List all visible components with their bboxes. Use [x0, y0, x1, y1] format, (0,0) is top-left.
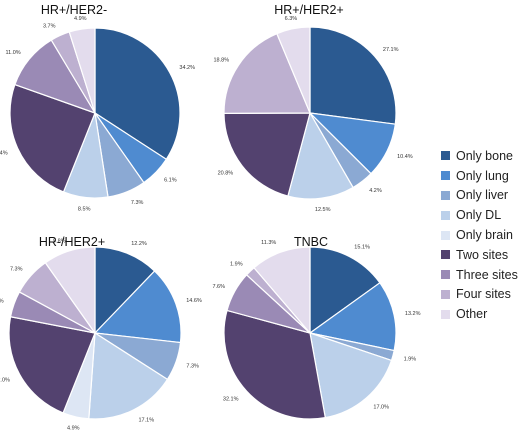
legend-label: Three sites: [456, 267, 518, 282]
legend-item-other: Other: [441, 304, 518, 324]
data-label: 8.5%: [78, 206, 91, 212]
legend-item-two-sites: Two sites: [441, 245, 518, 265]
legend-swatch: [441, 210, 450, 220]
legend-item-three-sites: Three sites: [441, 265, 518, 285]
data-label: 4.9%: [67, 426, 80, 432]
data-label: 12.5%: [315, 207, 331, 213]
data-label: 1.9%: [230, 261, 243, 267]
pie-hr-her2: HR+/HER2+ 27.1% 10.4% 4.2% 12.5% 20.8% 18.8% 6.…: [213, 3, 412, 213]
pie-slice-only-dl: [287, 111, 354, 200]
data-label: 11.0%: [6, 50, 21, 56]
legend-swatch: [441, 190, 450, 200]
legend-item-only-liver: Only liver: [441, 186, 518, 206]
legend-label: Two sites: [456, 247, 509, 262]
pie-slice-other: [253, 246, 311, 335]
pie-slice-only-bone: [309, 246, 381, 335]
data-label: 32.1%: [223, 397, 239, 403]
pie-slice-only-lung: [93, 270, 182, 344]
pie-slice-other: [276, 26, 311, 114]
legend-label: Only liver: [456, 188, 509, 203]
data-label: 6.1%: [164, 178, 177, 184]
pie-tnbc: TNBC 15.1% 13.2% 1.9% 17.0% 32.1% 7.6% 1.9% 11.3…: [212, 235, 421, 420]
legend-item-only-dl: Only DL: [441, 205, 518, 225]
pie-slice-four-sites: [223, 32, 311, 115]
pie-title: TNBC: [294, 235, 328, 249]
data-label: 34.2%: [179, 65, 195, 71]
data-label: 1.9%: [404, 356, 417, 362]
data-label: 4.9%: [0, 298, 4, 304]
legend-swatch: [441, 171, 450, 181]
data-label: 3.7%: [43, 24, 56, 30]
legend-swatch: [441, 270, 450, 280]
pie-hr-her2: HR+/HER2- 34.2% 6.1% 7.3% 8.5% 24.4% 11.0% 3.7%…: [0, 3, 195, 212]
data-label: 24.4%: [0, 151, 8, 157]
pie-title: HR+/HER2+: [274, 3, 343, 17]
legend-label: Other: [456, 307, 488, 322]
pie-slice-only-dl: [309, 332, 393, 419]
data-label: 4.9%: [74, 16, 87, 22]
data-label: 7.6%: [212, 284, 225, 290]
data-label: 17.1%: [139, 418, 155, 424]
legend-swatch: [441, 289, 450, 299]
data-label: 13.2%: [405, 311, 421, 317]
pie-slice-only-lung: [308, 281, 397, 352]
data-label: 7.3%: [10, 267, 23, 273]
pie-hr-her2: HR-/HER2+ 12.2% 14.6% 7.3% 17.1% 4.9% 22.0% 4.9…: [0, 235, 202, 432]
legend-swatch: [441, 250, 450, 260]
data-label: 18.8%: [213, 57, 229, 63]
pie-slice-two-sites: [9, 83, 96, 193]
legend-swatch: [441, 230, 450, 240]
data-label: 7.3%: [131, 200, 144, 206]
legend-item-only-bone: Only bone: [441, 146, 518, 166]
pie-slice-two-sites: [223, 112, 311, 197]
data-label: 11.3%: [261, 240, 276, 246]
pie-title: HR+/HER2-: [41, 3, 107, 17]
data-label: 22.0%: [0, 378, 10, 384]
pie-slice-other: [68, 27, 96, 114]
legend-label: Only bone: [456, 148, 513, 163]
pie-slice-only-bone: [309, 26, 397, 125]
data-label: 7.3%: [186, 363, 199, 369]
data-label: 9.8%: [53, 239, 66, 245]
legend-swatch: [441, 151, 450, 161]
data-label: 17.0%: [373, 404, 389, 410]
data-label: 14.6%: [186, 298, 202, 304]
data-label: 6.3%: [285, 16, 298, 22]
data-label: 27.1%: [383, 47, 399, 53]
data-label: 4.2%: [369, 188, 382, 194]
legend-item-four-sites: Four sites: [441, 285, 518, 305]
pie-title: HR-/HER2+: [39, 235, 105, 249]
data-label: 10.4%: [397, 154, 413, 160]
legend-swatch: [441, 309, 450, 319]
legend-label: Only lung: [456, 168, 509, 183]
legend-label: Four sites: [456, 287, 511, 302]
data-label: 12.2%: [131, 241, 147, 247]
pie-slice-only-bone: [94, 246, 156, 335]
data-label: 20.8%: [218, 170, 234, 176]
legend-item-only-lung: Only lung: [441, 166, 518, 186]
legend-label: Only DL: [456, 208, 502, 223]
pie-slice-two-sites: [223, 309, 326, 420]
pie-slice-only-dl: [88, 331, 169, 420]
legend-item-only-brain: Only brain: [441, 225, 518, 245]
pie-slice-other: [44, 246, 96, 335]
chart-legend: Only bone Only lung Only liver Only DL Only …: [441, 146, 518, 324]
pie-slice-two-sites: [8, 316, 96, 414]
legend-label: Only brain: [456, 228, 513, 243]
data-label: 15.1%: [354, 245, 370, 251]
